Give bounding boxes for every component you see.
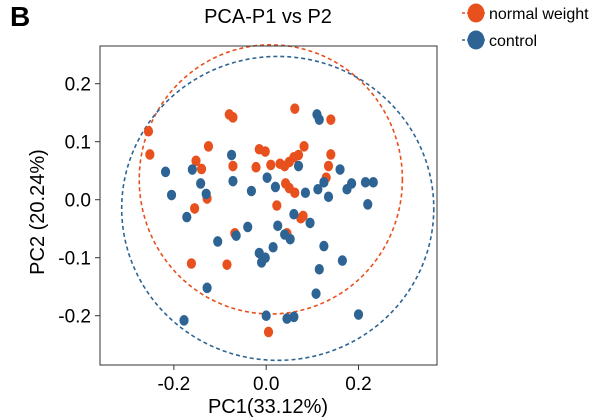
confidence-ellipse [138,44,404,315]
data-point [270,181,281,193]
data-point [280,178,291,189]
x-axis-label: PC1(33.12%) [208,396,328,418]
data-point [346,178,357,189]
plot-frame [99,45,438,366]
data-point [179,315,189,326]
data-point [311,288,321,299]
data-point [231,230,241,241]
data-point [191,155,201,167]
panel-label: B [10,1,30,32]
data-point [290,187,300,199]
data-point [314,114,324,125]
data-point [285,233,295,245]
data-point [326,149,336,160]
y-axis-ticks: -0.2 -0.1 0.0 0.1 0.2 [58,75,100,328]
y-tick-label: -0.2 [58,307,91,328]
legend-marker [467,30,485,50]
data-point [353,309,364,320]
legend-label: normal weight [489,6,589,23]
data-point [319,177,329,188]
data-point [166,189,177,201]
data-point [260,252,270,263]
data-point [272,200,282,211]
data-point [202,282,212,294]
data-point [319,240,329,252]
data-point [326,114,336,125]
data-point [268,241,278,253]
data-points [143,103,378,338]
data-point [298,210,308,222]
data-point [228,112,238,123]
legend-marker [467,3,485,23]
data-point [273,220,283,232]
data-point [228,175,238,187]
x-axis-ticks: -0.2 0.0 0.2 [157,365,372,395]
data-point [299,141,309,152]
data-point [263,326,274,338]
data-point [145,149,155,160]
data-point [360,177,371,188]
data-point [222,259,232,270]
y-tick-label: -0.1 [58,249,91,270]
data-point [323,191,334,203]
data-point [243,221,253,233]
x-tick-label: 0.2 [345,374,371,395]
data-point [314,264,324,275]
y-tick-label: 0.0 [65,191,91,212]
x-tick-label: -0.2 [157,374,190,395]
y-axis-label: PC2 (20.24%) [27,149,49,275]
data-point [289,208,299,220]
legend-label: control [489,33,537,50]
y-tick-label: 0.2 [65,75,91,96]
data-point [363,199,373,210]
data-point [201,188,211,200]
y-tick-label: 0.1 [65,133,91,154]
data-point [203,141,214,152]
data-point [266,159,276,171]
data-point [213,236,223,247]
data-point [260,146,270,157]
data-point [143,125,154,137]
data-point [196,178,206,189]
data-point [289,311,299,323]
data-point [290,103,300,114]
data-point [190,203,200,214]
data-point [300,187,311,199]
confidence-ellipse [120,55,435,362]
data-point [335,164,345,175]
data-point [160,166,171,178]
data-point [228,160,238,172]
data-point [323,160,334,172]
data-point [282,313,292,324]
data-point [251,161,261,173]
data-point [293,160,304,172]
data-point [187,164,197,175]
data-point [262,172,272,183]
chart-title: PCA-P1 vs P2 [204,6,332,28]
x-tick-label: 0.0 [253,374,279,395]
data-point [186,258,197,269]
data-point [196,163,207,175]
data-point [246,185,257,197]
data-point [313,183,323,195]
data-point [368,177,378,188]
legend: normal weight control [462,3,589,50]
data-point [337,255,347,266]
data-point [305,217,315,229]
data-point [182,211,192,223]
data-point [226,149,237,161]
confidence-ellipses [120,44,435,362]
data-point [261,310,271,322]
data-point [293,149,304,161]
